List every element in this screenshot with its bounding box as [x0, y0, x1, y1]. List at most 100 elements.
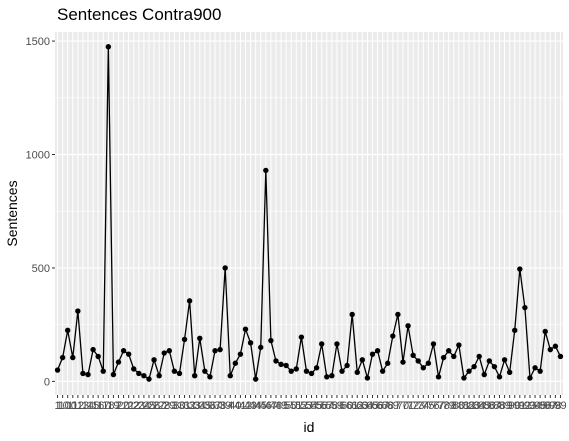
- x-tick-label: 66: [371, 400, 383, 412]
- x-tick-label: 14: [82, 400, 94, 412]
- x-tick-label: 96: [539, 400, 551, 412]
- x-tick-label: 50: [285, 400, 297, 412]
- data-point: [385, 360, 391, 366]
- x-tick-label: 37: [209, 400, 221, 412]
- data-point: [329, 373, 335, 379]
- data-point: [451, 353, 457, 360]
- x-tick-label: 9: [507, 400, 513, 412]
- x-tick-label: 76: [427, 400, 439, 412]
- x-tick-label: 52: [295, 400, 307, 412]
- data-point: [151, 357, 157, 363]
- x-tick-label: 64: [361, 400, 373, 412]
- x-tick-label: 65: [366, 400, 378, 412]
- x-tick-label: 83: [468, 400, 480, 412]
- x-tick-label: 28: [158, 400, 170, 412]
- x-tick-label: 49: [275, 400, 287, 412]
- data-point: [496, 374, 503, 380]
- data-point: [476, 353, 482, 360]
- data-point: [80, 370, 86, 377]
- y-tick-label: 1000: [26, 150, 50, 162]
- x-tick-label: 15: [87, 400, 99, 412]
- x-axis: 1101001112131415161718192202122232425262…: [54, 395, 567, 412]
- data-point: [547, 346, 553, 353]
- data-point: [283, 362, 289, 369]
- x-tick-label: 25: [143, 400, 155, 412]
- data-point: [471, 363, 477, 370]
- x-tick-label: 35: [199, 400, 211, 412]
- x-tick-label: 78: [437, 400, 449, 412]
- data-point: [166, 348, 172, 354]
- data-point: [537, 368, 543, 374]
- data-point: [258, 344, 264, 351]
- chart-title: Sentences Contra900: [57, 5, 221, 24]
- x-tick-label: 55: [310, 400, 322, 412]
- data-point: [278, 361, 284, 368]
- x-tick-label: 63: [356, 400, 368, 412]
- data-point: [120, 348, 127, 354]
- x-tick-label: 5: [283, 400, 289, 412]
- data-point: [517, 266, 523, 272]
- data-point: [446, 348, 452, 354]
- x-tick-label: 85: [478, 400, 490, 412]
- plot-panel: [55, 32, 563, 395]
- data-point: [237, 351, 244, 357]
- data-point: [359, 357, 366, 363]
- x-tick-label: 30: [173, 400, 185, 412]
- data-point: [186, 298, 193, 304]
- y-axis: 0 500 1000 1500: [26, 36, 55, 388]
- x-tick-label: 69: [387, 400, 399, 412]
- x-tick-label: 56: [316, 400, 328, 412]
- data-point: [425, 360, 432, 366]
- data-point: [222, 265, 228, 271]
- x-tick-label: 98: [549, 400, 561, 412]
- x-tick-label: 53: [300, 400, 312, 412]
- data-point: [415, 358, 421, 364]
- data-point: [486, 358, 493, 364]
- x-axis-title: id: [304, 419, 315, 435]
- data-point: [481, 371, 487, 378]
- x-tick-label: 40: [229, 400, 241, 412]
- x-tick-label: 61: [346, 400, 358, 412]
- x-tick-label: 82: [463, 400, 475, 412]
- data-point: [430, 341, 437, 347]
- x-tick-label: 84: [473, 400, 485, 412]
- x-tick-label: 72: [407, 400, 419, 412]
- data-point: [171, 368, 178, 374]
- data-point: [349, 311, 355, 318]
- x-tick-label: 1: [54, 400, 60, 412]
- data-point: [192, 373, 198, 379]
- data-point: [313, 365, 320, 371]
- data-point: [512, 327, 518, 334]
- data-point: [105, 44, 112, 50]
- data-point: [506, 369, 513, 376]
- x-tick-label: 46: [260, 400, 272, 412]
- data-point: [181, 336, 188, 343]
- x-tick-label: 73: [412, 400, 424, 412]
- y-axis-title: Sentences: [4, 180, 20, 246]
- x-tick-label: 60: [341, 400, 353, 412]
- x-tick-label: 31: [178, 400, 190, 412]
- data-point: [440, 354, 447, 361]
- x-tick-label: 13: [77, 400, 89, 412]
- x-tick-label: 68: [382, 400, 394, 412]
- x-tick-label: 91: [514, 400, 526, 412]
- x-tick-label: 92: [519, 400, 531, 412]
- x-tick-label: 18: [102, 400, 114, 412]
- data-point: [364, 375, 371, 381]
- x-tick-label: 42: [239, 400, 251, 412]
- x-tick-label: 26: [148, 400, 160, 412]
- x-tick-label: 58: [326, 400, 338, 412]
- data-point: [319, 341, 325, 347]
- data-point: [54, 367, 61, 373]
- x-tick-label: 10: [56, 400, 68, 412]
- x-tick-label: 6: [339, 400, 345, 412]
- x-tick-label: 97: [544, 400, 556, 412]
- data-point: [456, 342, 462, 348]
- data-point: [334, 341, 340, 347]
- x-tick-label: 47: [265, 400, 277, 412]
- x-tick-label: 23: [133, 400, 145, 412]
- x-tick-label: 59: [331, 400, 343, 412]
- x-tick-label: 19: [107, 400, 119, 412]
- x-tick-label: 39: [219, 400, 231, 412]
